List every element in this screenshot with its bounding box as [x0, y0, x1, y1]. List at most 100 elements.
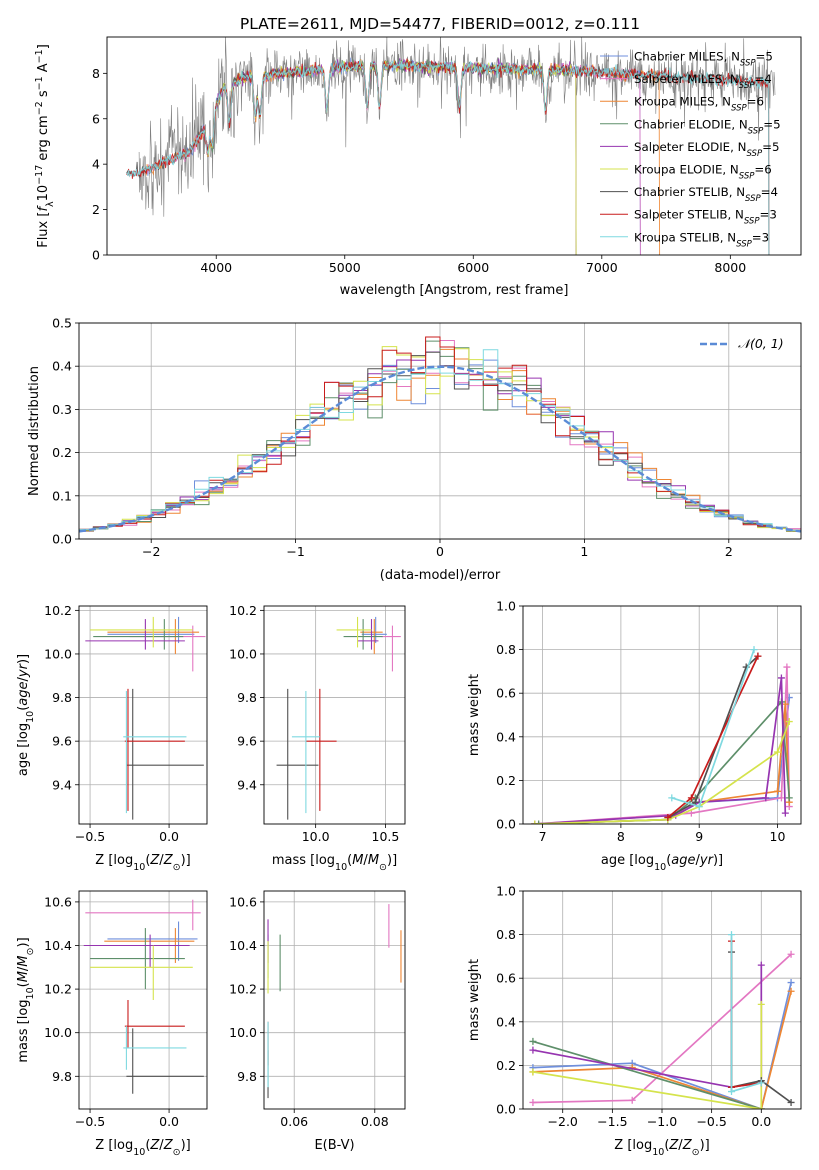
- residuals-xtick-label-0: −2: [142, 544, 160, 559]
- spectrum-xtick-label-3: 7000: [586, 260, 618, 275]
- age_vs_mass-xtick-label-1: 10.5: [372, 829, 400, 844]
- age_vs_z-xtick-label-1: 0.0: [159, 829, 179, 844]
- mass_vs_z-xlabel: Z [log10(Z/Z⊙)]: [95, 1138, 190, 1158]
- spectrum-ytick-label-4: 8: [92, 66, 100, 81]
- figure-title: PLATE=2611, MJD=54477, FIBERID=0012, z=0…: [240, 15, 640, 33]
- mass_weight_vs_age-xtick-label-1: 8: [617, 829, 625, 844]
- marker-salpeter_elodie: [762, 794, 770, 802]
- age_vs_z-ytick-label-4: 10.2: [44, 603, 72, 618]
- mass_weight_vs_z-xlabel: Z [log10(Z/Z⊙)]: [614, 1138, 709, 1158]
- mass_vs_ebv-frame: [263, 890, 406, 1110]
- model-line-kroupa_stelib: [126, 59, 770, 255]
- marker-kroupa_stelib: [728, 1088, 735, 1096]
- observed-spectrum-line: [138, 37, 776, 217]
- mass_weight_vs_z-xtick-label-1: −1.5: [597, 1114, 627, 1129]
- spectrum-panel: 4000 5000 6000 7000 8000 0 2 4 6 8 wavelength [Ang…: [34, 36, 802, 298]
- mass_weight_vs_age-xtick-label-0: 7: [539, 829, 547, 844]
- marker-salpeter_miles: [628, 1096, 636, 1104]
- legend-label-salpeter_stelib: Salpeter STELIB, NSSP=3: [634, 208, 777, 227]
- spectrum-ytick-label-0: 0: [92, 248, 100, 263]
- mass_vs_z-ytick-label-2: 10.2: [44, 982, 72, 997]
- mass_weight_vs_z-ylabel: mass weight: [467, 959, 482, 1041]
- mass_vs_ebv-ytick-label-3: 10.4: [229, 938, 257, 953]
- mass_weight_vs_z-plot-area: [529, 931, 795, 1109]
- age_vs_mass-xlabel: mass [log10(M/M⊙)]: [272, 853, 397, 873]
- line-kroupa_elodie: [532, 1004, 763, 1109]
- mass_vs_z-xtick-label-0: −0.5: [75, 1114, 105, 1129]
- marker-salpeter_elodie: [777, 674, 785, 682]
- age_vs_z-ytick-label-1: 9.6: [52, 734, 72, 749]
- mass_weight_vs_z-ytick-label-0: 0.0: [496, 1102, 516, 1117]
- age-vs-mass-panel: 10.0 10.5 9.4 9.6 9.8 10.0 10.2 mass [log10(M/M…: [229, 603, 406, 873]
- residuals-plot-area: [79, 336, 801, 533]
- mass_vs_ebv-xtick-label-1: 0.08: [361, 1114, 389, 1129]
- age_vs_mass-ytick-label-3: 10.0: [229, 646, 257, 661]
- spectrum-ytick-label-1: 2: [92, 202, 100, 217]
- model-line-chabrier_miles: [145, 57, 641, 255]
- mass_vs_z-ytick-label-0: 9.8: [52, 1069, 72, 1084]
- spectrum-ytick-label-2: 4: [92, 157, 100, 172]
- mass_vs_ebv-ytick-label-4: 10.6: [229, 894, 257, 909]
- mass-weight-vs-age-panel: 7 8 9 10 0.0 0.2 0.4 0.6 0.8 1.0 age [log10(age/yr…: [467, 599, 802, 873]
- mass_weight_vs_age-ytick-label-2: 0.4: [496, 729, 516, 744]
- line-chabrier_elodie: [532, 1040, 762, 1109]
- marker-kroupa_stelib: [668, 794, 676, 802]
- mass_vs_ebv-ytick-label-2: 10.2: [229, 982, 257, 997]
- marker-kroupa_miles: [774, 787, 782, 795]
- marker-salpeter_stelib: [687, 794, 695, 802]
- mass_weight_vs_age-plot-area: [531, 646, 793, 824]
- mass-weight-vs-metallicity-panel: −2.0 −1.5 −1.0 −0.5 0.0 0.0 0.2 0.4 0.6 0.8 1.0 Z […: [467, 884, 802, 1158]
- mass_weight_vs_age-ylabel: mass weight: [467, 674, 482, 756]
- mass_weight_vs_z-xtick-label-3: −0.5: [696, 1114, 726, 1129]
- age_vs_mass-ytick-label-0: 9.4: [237, 777, 257, 792]
- marker-salpeter_miles: [777, 794, 785, 802]
- mass_vs_z-ytick-label-3: 10.4: [44, 938, 72, 953]
- residuals-xtick-label-1: −1: [286, 544, 304, 559]
- mass_weight_vs_age-ytick-label-4: 0.8: [496, 642, 516, 657]
- residuals-ylabel: Normed distribution: [27, 366, 42, 496]
- mass-vs-metallicity-panel: −0.5 0.0 9.8 10.0 10.2 10.4 10.6 Z [log10(Z/Z⊙)…: [16, 890, 208, 1158]
- age_vs_mass-ytick-label-1: 9.6: [237, 734, 257, 749]
- marker-chabrier_elodie: [529, 1037, 537, 1045]
- line-kroupa_stelib: [730, 934, 762, 1093]
- line-chabrier_miles: [534, 697, 791, 824]
- mass_vs_z-ytick-label-1: 10.0: [44, 1025, 72, 1040]
- mass_weight_vs_age-xtick-label-2: 9: [695, 829, 703, 844]
- mass_weight_vs_z-ytick-label-5: 1.0: [496, 884, 516, 899]
- line-kroupa_miles: [532, 991, 792, 1109]
- marker-kroupa_elodie: [757, 1000, 765, 1008]
- mass_weight_vs_z-ytick-label-3: 0.6: [496, 971, 516, 986]
- residuals-xtick-label-3: 1: [580, 544, 588, 559]
- age_vs_z-ytick-label-0: 9.4: [52, 777, 72, 792]
- mass_weight_vs_z-frame: [522, 890, 802, 1110]
- legend-label-kroupa_elodie: Kroupa ELODIE, NSSP=6: [634, 163, 772, 182]
- spectrum-xlabel: wavelength [Angstrom, rest frame]: [340, 283, 569, 298]
- spectrum-ylabel: Flux [fλ10−17 erg cm−2 s−1 A−1]: [34, 44, 56, 248]
- marker-kroupa_miles: [787, 987, 795, 995]
- mass_vs_z-ytick-label-4: 10.6: [44, 894, 72, 909]
- residuals-panel: −2 −1 0 1 2 0.0 0.1 0.2 0.3 0.4 0.5 (data-model)/er…: [27, 316, 802, 583]
- legend-label-salpeter_miles: Salpeter MILES, NSSP=4: [634, 72, 772, 91]
- residuals-xlabel: (data-model)/error: [380, 568, 501, 583]
- model-line-chabrier_elodie: [202, 58, 577, 255]
- spectrum-xtick-label-4: 8000: [714, 260, 746, 275]
- marker-kroupa_elodie: [529, 1068, 537, 1076]
- mass_weight_vs_age-ytick-label-0: 0.0: [496, 817, 516, 832]
- mass_vs_ebv-xlabel: E(B-V): [314, 1138, 354, 1153]
- mass_weight_vs_z-ytick-label-2: 0.4: [496, 1014, 516, 1029]
- mass_weight_vs_z-xtick-label-0: −2.0: [548, 1114, 578, 1129]
- mass_weight_vs_age-ytick-label-1: 0.2: [496, 773, 516, 788]
- marker-kroupa_elodie: [757, 1105, 765, 1109]
- residuals-xtick-label-2: 0: [436, 544, 444, 559]
- model-line-kroupa_elodie: [202, 59, 577, 255]
- marker-salpeter_miles: [783, 663, 791, 671]
- mass_weight_vs_z-ytick-label-1: 0.2: [496, 1058, 516, 1073]
- age_vs_mass-ytick-label-2: 9.8: [237, 690, 257, 705]
- marker-kroupa_stelib: [750, 646, 758, 654]
- model-line-salpeter_elodie: [203, 58, 577, 255]
- age_vs_z-ytick-label-2: 9.8: [52, 690, 72, 705]
- mass_vs_ebv-ytick-label-0: 9.8: [237, 1069, 257, 1084]
- marker-chabrier_stelib: [787, 1098, 795, 1106]
- mass_weight_vs_age-xtick-label-3: 10: [770, 829, 786, 844]
